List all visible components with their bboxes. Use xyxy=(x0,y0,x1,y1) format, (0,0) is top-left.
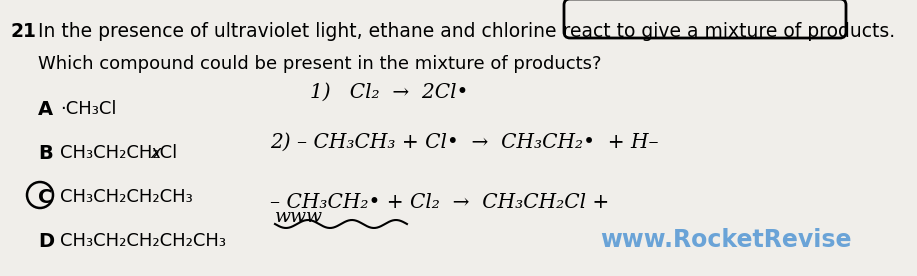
Text: D: D xyxy=(38,232,54,251)
Text: A: A xyxy=(38,100,53,119)
Text: ·CH₃Cl: ·CH₃Cl xyxy=(60,100,116,118)
Text: Which compound could be present in the mixture of products?: Which compound could be present in the m… xyxy=(38,55,602,73)
Text: x: x xyxy=(150,144,161,162)
Text: B: B xyxy=(38,144,53,163)
Text: In the presence of ultraviolet light, ethane and chlorine react to give a mixtur: In the presence of ultraviolet light, et… xyxy=(38,22,895,41)
Text: www.RocketRevise: www.RocketRevise xyxy=(600,228,852,252)
Text: C: C xyxy=(38,188,52,207)
Text: CH₃CH₂CH₂CH₂CH₃: CH₃CH₂CH₂CH₂CH₃ xyxy=(60,232,226,250)
Text: 1)   Cl₂  →  2Cl•: 1) Cl₂ → 2Cl• xyxy=(310,83,469,102)
Text: 21: 21 xyxy=(10,22,36,41)
Text: – CH₃CH₂• + Cl₂  →  CH₃CH₂Cl +: – CH₃CH₂• + Cl₂ → CH₃CH₂Cl + xyxy=(270,193,609,212)
Text: CH₃CH₂CH₂Cl: CH₃CH₂CH₂Cl xyxy=(60,144,177,162)
Text: www: www xyxy=(275,208,323,226)
Text: 2) – CH₃CH₃ + Cl•  →  CH₃CH₂•  + H–: 2) – CH₃CH₃ + Cl• → CH₃CH₂• + H– xyxy=(270,133,658,152)
Text: CH₃CH₂CH₂CH₃: CH₃CH₂CH₂CH₃ xyxy=(60,188,193,206)
